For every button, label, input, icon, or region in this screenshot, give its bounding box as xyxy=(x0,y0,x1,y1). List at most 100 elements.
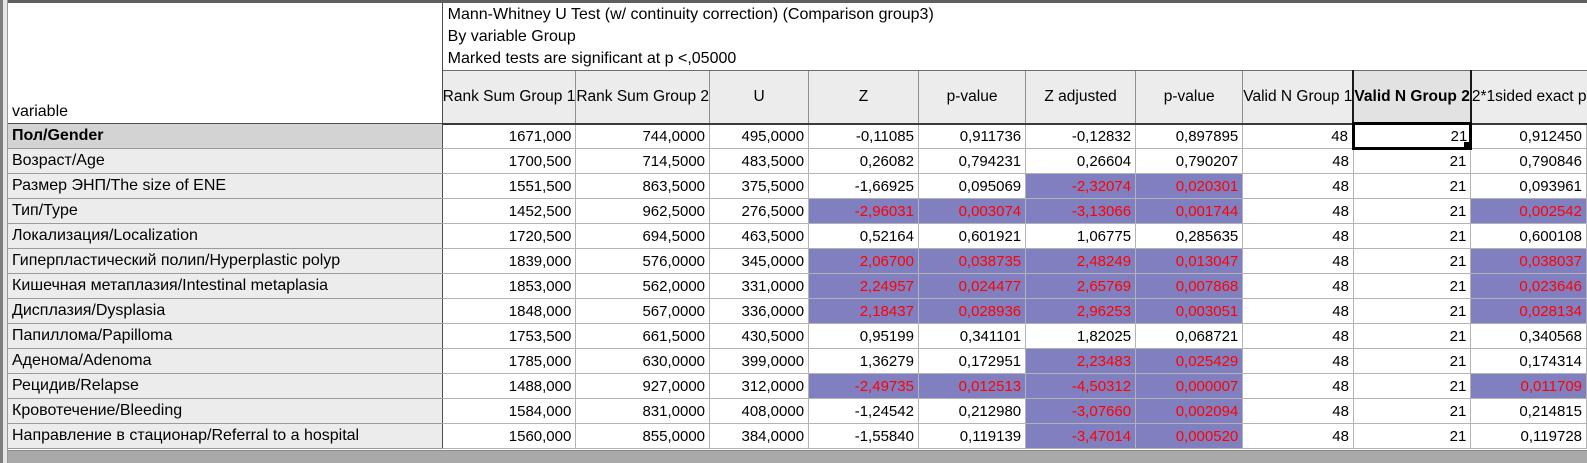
value-cell[interactable]: 714,5000 xyxy=(575,148,710,174)
value-cell[interactable]: 0,600108 xyxy=(1470,223,1587,249)
significant-value-cell[interactable]: 0,003074 xyxy=(917,198,1026,224)
value-cell[interactable]: 21 xyxy=(1352,373,1471,399)
value-cell[interactable]: 48 xyxy=(1242,148,1354,174)
value-cell[interactable]: 21 xyxy=(1352,423,1471,449)
value-cell[interactable]: 1720,500 xyxy=(441,223,576,249)
significant-value-cell[interactable]: -3,13066 xyxy=(1025,198,1136,224)
significant-value-cell[interactable]: 0,028134 xyxy=(1470,298,1587,324)
selected-cell[interactable]: 21 xyxy=(1351,122,1473,150)
significant-value-cell[interactable]: 0,007868 xyxy=(1135,273,1243,299)
value-cell[interactable]: 1,82025 xyxy=(1025,323,1136,349)
row-header-variable[interactable]: Гиперпластический полип/Hyperplastic pol… xyxy=(8,248,443,274)
column-header-2-1sided-exact-p[interactable]: 2*1sided exact p xyxy=(1470,70,1587,125)
value-cell[interactable]: 408,0000 xyxy=(709,398,809,424)
column-header-u[interactable]: U xyxy=(709,70,809,125)
value-cell[interactable]: 0,119139 xyxy=(917,423,1026,449)
value-cell[interactable]: 48 xyxy=(1242,298,1354,324)
significant-value-cell[interactable]: 0,000007 xyxy=(1135,373,1243,399)
value-cell[interactable]: 48 xyxy=(1242,373,1354,399)
value-cell[interactable]: 0,341101 xyxy=(917,323,1026,349)
value-cell[interactable]: 345,0000 xyxy=(709,248,809,274)
value-cell[interactable]: 0,174314 xyxy=(1470,348,1587,374)
row-header-variable[interactable]: Локализация/Localization xyxy=(8,223,443,249)
bottom-scroll-strip[interactable] xyxy=(8,450,1587,463)
value-cell[interactable]: 562,0000 xyxy=(575,273,710,299)
value-cell[interactable]: 1584,000 xyxy=(441,398,576,424)
row-header-variable[interactable]: Пол/Gender xyxy=(8,123,443,149)
value-cell[interactable]: 0,172951 xyxy=(917,348,1026,374)
value-cell[interactable]: 744,0000 xyxy=(575,123,710,149)
significant-value-cell[interactable]: 0,028936 xyxy=(917,298,1026,324)
value-cell[interactable]: 21 xyxy=(1352,323,1471,349)
value-cell[interactable]: 630,0000 xyxy=(575,348,710,374)
significant-value-cell[interactable]: -4,50312 xyxy=(1025,373,1136,399)
column-header-p-value[interactable]: p-value xyxy=(1135,70,1243,125)
row-header-variable[interactable]: Дисплазия/Dysplasia xyxy=(8,298,443,324)
significant-value-cell[interactable]: 0,003051 xyxy=(1135,298,1243,324)
significant-value-cell[interactable]: 0,000520 xyxy=(1135,423,1243,449)
value-cell[interactable]: 0,119728 xyxy=(1470,423,1587,449)
value-cell[interactable]: 21 xyxy=(1352,148,1471,174)
value-cell[interactable]: 0,068721 xyxy=(1135,323,1243,349)
value-cell[interactable]: 1671,000 xyxy=(441,123,576,149)
value-cell[interactable]: 483,5000 xyxy=(709,148,809,174)
value-cell[interactable]: 0,790846 xyxy=(1470,148,1587,174)
value-cell[interactable]: 0,897895 xyxy=(1135,123,1243,149)
value-cell[interactable]: 495,0000 xyxy=(709,123,809,149)
significant-value-cell[interactable]: 0,024477 xyxy=(917,273,1026,299)
value-cell[interactable]: 0,95199 xyxy=(808,323,919,349)
significant-value-cell[interactable]: -2,32074 xyxy=(1025,173,1136,199)
significant-value-cell[interactable]: -2,49735 xyxy=(808,373,919,399)
value-cell[interactable]: 48 xyxy=(1242,198,1354,224)
value-cell[interactable]: -0,11085 xyxy=(808,123,919,149)
row-header-variable[interactable]: Рецидив/Relapse xyxy=(8,373,443,399)
significant-value-cell[interactable]: 2,96253 xyxy=(1025,298,1136,324)
value-cell[interactable]: 962,5000 xyxy=(575,198,710,224)
significant-value-cell[interactable]: 0,038735 xyxy=(917,248,1026,274)
value-cell[interactable]: 336,0000 xyxy=(709,298,809,324)
row-header-variable[interactable]: Кровотечение/Bleeding xyxy=(8,398,443,424)
significant-value-cell[interactable]: 0,013047 xyxy=(1135,248,1243,274)
significant-value-cell[interactable]: 0,011709 xyxy=(1470,373,1587,399)
value-cell[interactable]: 0,095069 xyxy=(917,173,1026,199)
significant-value-cell[interactable]: 2,23483 xyxy=(1025,348,1136,374)
value-cell[interactable]: 375,5000 xyxy=(709,173,809,199)
significant-value-cell[interactable]: 0,012513 xyxy=(917,373,1026,399)
value-cell[interactable]: 1785,000 xyxy=(441,348,576,374)
value-cell[interactable]: 384,0000 xyxy=(709,423,809,449)
value-cell[interactable]: 21 xyxy=(1352,298,1471,324)
value-cell[interactable]: 661,5000 xyxy=(575,323,710,349)
value-cell[interactable]: 694,5000 xyxy=(575,223,710,249)
value-cell[interactable]: 1551,500 xyxy=(441,173,576,199)
value-cell[interactable]: 1853,000 xyxy=(441,273,576,299)
value-cell[interactable]: 1488,000 xyxy=(441,373,576,399)
value-cell[interactable]: 0,790207 xyxy=(1135,148,1243,174)
significant-value-cell[interactable]: 2,18437 xyxy=(808,298,919,324)
column-header-valid-n-group-1[interactable]: Valid N Group 1 xyxy=(1242,70,1354,125)
value-cell[interactable]: 1,36279 xyxy=(808,348,919,374)
column-header-z-adjusted[interactable]: Z adjusted xyxy=(1025,70,1136,125)
value-cell[interactable]: 0,212980 xyxy=(917,398,1026,424)
value-cell[interactable]: 48 xyxy=(1242,123,1354,149)
value-cell[interactable]: 863,5000 xyxy=(575,173,710,199)
value-cell[interactable]: 1452,500 xyxy=(441,198,576,224)
value-cell[interactable]: 0,093961 xyxy=(1470,173,1587,199)
significant-value-cell[interactable]: 2,48249 xyxy=(1025,248,1136,274)
value-cell[interactable]: -1,24542 xyxy=(808,398,919,424)
value-cell[interactable]: 0,912450 xyxy=(1470,123,1587,149)
significant-value-cell[interactable]: 2,24957 xyxy=(808,273,919,299)
significant-value-cell[interactable]: 0,038037 xyxy=(1470,248,1587,274)
value-cell[interactable]: 1,06775 xyxy=(1025,223,1136,249)
value-cell[interactable]: -1,55840 xyxy=(808,423,919,449)
value-cell[interactable]: 430,5000 xyxy=(709,323,809,349)
column-header-z[interactable]: Z xyxy=(808,70,919,125)
significant-value-cell[interactable]: -3,47014 xyxy=(1025,423,1136,449)
row-header-variable[interactable]: Кишечная метаплазия/Intestinal metaplasi… xyxy=(8,273,443,299)
value-cell[interactable]: 312,0000 xyxy=(709,373,809,399)
value-cell[interactable]: 21 xyxy=(1352,348,1471,374)
value-cell[interactable]: 1848,000 xyxy=(441,298,576,324)
value-cell[interactable]: 21 xyxy=(1352,198,1471,224)
value-cell[interactable]: 0,214815 xyxy=(1470,398,1587,424)
row-header-variable[interactable]: Размер ЭНП/The size of ENE xyxy=(8,173,443,199)
significant-value-cell[interactable]: 0,023646 xyxy=(1470,273,1587,299)
